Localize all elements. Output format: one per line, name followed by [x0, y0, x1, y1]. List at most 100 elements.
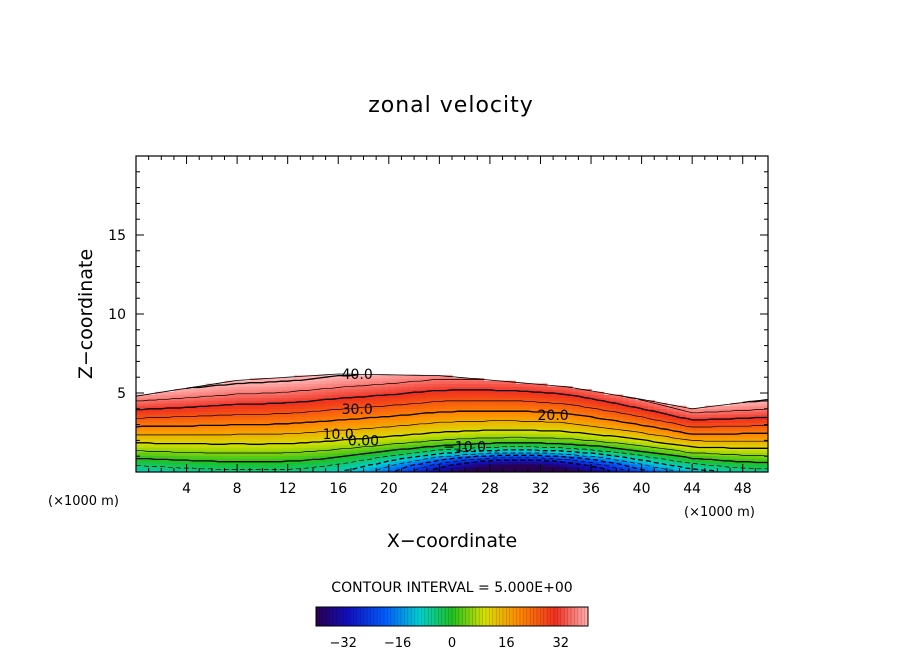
field-cell	[306, 411, 314, 415]
field-cell	[698, 427, 706, 432]
field-cell	[622, 425, 630, 429]
field-cell	[376, 447, 384, 451]
field-cell	[300, 425, 308, 429]
field-cell	[527, 460, 535, 465]
field-cell	[294, 438, 301, 443]
field-cell	[388, 383, 396, 387]
field-cell	[572, 427, 579, 432]
field-cell	[294, 416, 301, 421]
field-cell	[458, 449, 466, 454]
field-cell	[641, 430, 649, 434]
field-cell	[300, 375, 308, 379]
field-cell	[154, 452, 162, 456]
field-cell	[243, 383, 251, 387]
field-cell	[401, 455, 409, 459]
field-cell	[628, 419, 636, 423]
field-cell	[167, 391, 175, 396]
field-cell	[357, 402, 365, 407]
field-cell	[452, 438, 459, 443]
field-cell	[527, 391, 535, 396]
x-tick-label: 36	[582, 481, 600, 497]
field-cell	[584, 458, 592, 462]
field-cell	[635, 425, 643, 429]
field-cell	[376, 383, 384, 387]
field-cell	[673, 427, 681, 432]
field-cell	[281, 427, 289, 432]
field-cell	[312, 386, 320, 390]
field-cell	[331, 466, 339, 470]
field-cell	[161, 469, 169, 472]
field-cell	[489, 455, 497, 459]
field-cell	[161, 455, 169, 459]
field-cell	[237, 460, 245, 465]
field-cell	[761, 466, 768, 470]
field-cell	[496, 452, 504, 456]
field-cell	[761, 458, 768, 462]
field-cell	[325, 449, 333, 454]
field-cell	[382, 386, 390, 390]
field-cell	[199, 455, 207, 459]
field-cell	[654, 452, 662, 456]
field-cell	[660, 463, 668, 468]
field-cell	[211, 460, 219, 465]
field-cell	[300, 413, 308, 418]
contour-label: 0.00	[348, 433, 379, 449]
field-cell	[685, 422, 693, 426]
field-cell	[407, 427, 415, 432]
field-cell	[344, 405, 352, 409]
field-cell	[723, 455, 731, 459]
field-cell	[331, 458, 339, 462]
field-cell	[635, 405, 643, 409]
contour-line	[413, 457, 630, 472]
field-cell	[199, 391, 207, 396]
field-cell	[584, 400, 592, 404]
field-cell	[755, 438, 763, 443]
field-cell	[376, 377, 384, 382]
field-cell	[723, 427, 731, 432]
field-cell	[622, 433, 630, 437]
field-cell	[584, 469, 592, 472]
field-cell	[136, 402, 143, 407]
field-cell	[331, 427, 339, 432]
field-cell	[344, 411, 352, 415]
field-cell	[275, 413, 282, 418]
field-cell	[357, 386, 365, 390]
field-cell	[357, 425, 365, 429]
contour-label: 40.0	[342, 367, 373, 383]
field-cell	[211, 397, 219, 401]
field-cell	[546, 455, 554, 459]
field-cell	[521, 416, 529, 421]
field-cell	[167, 419, 175, 423]
field-cell	[161, 438, 169, 443]
field-cell	[230, 422, 238, 426]
field-cell	[540, 411, 548, 415]
field-cell	[395, 375, 403, 379]
field-cell	[224, 449, 232, 454]
field-cell	[565, 391, 573, 396]
field-cell	[281, 430, 289, 434]
field-cell	[717, 416, 725, 421]
field-cell	[281, 397, 289, 401]
field-cell	[439, 375, 447, 379]
field-cell	[597, 469, 605, 472]
field-cell	[502, 408, 510, 412]
field-cell	[325, 430, 333, 434]
field-cell	[723, 430, 731, 434]
field-cell	[199, 389, 207, 393]
field-cell	[673, 458, 681, 462]
field-cell	[420, 436, 428, 440]
field-cell	[344, 441, 352, 445]
field-cell	[414, 377, 421, 382]
field-cell	[521, 427, 529, 432]
field-cell	[142, 400, 150, 404]
field-cell	[319, 441, 327, 445]
field-cell	[508, 405, 516, 409]
field-cell	[515, 394, 523, 398]
field-cell	[331, 452, 339, 456]
field-cell	[591, 430, 598, 434]
field-cell	[344, 458, 352, 462]
field-cell	[641, 419, 649, 423]
field-cell	[401, 469, 409, 472]
field-cell	[136, 422, 143, 426]
field-cell	[294, 444, 301, 448]
